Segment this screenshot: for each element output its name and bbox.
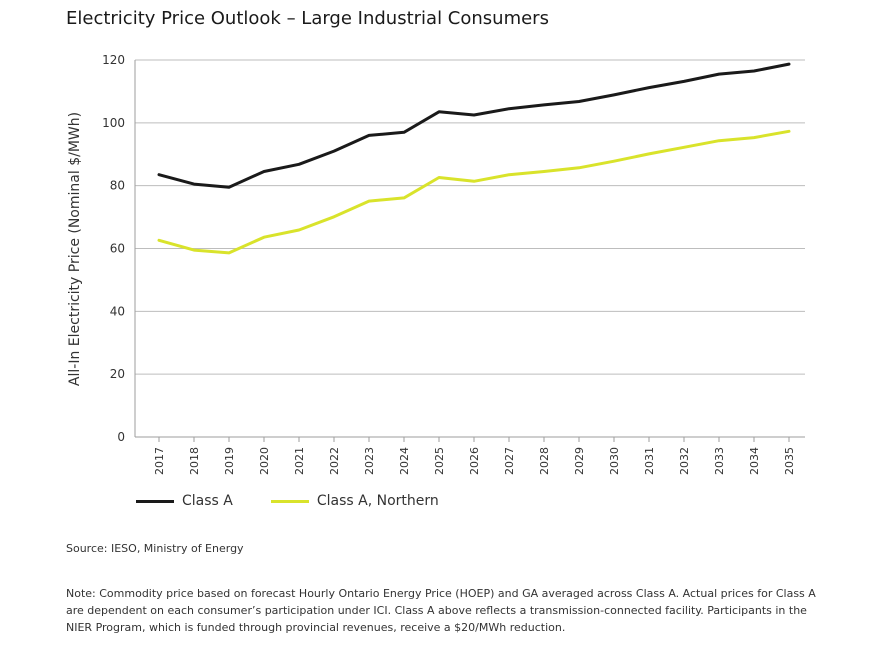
legend-swatch-class-a [136, 499, 174, 503]
legend-label-class-a: Class A [182, 493, 233, 509]
x-tick-label: 2023 [363, 447, 376, 475]
x-tick-label: 2035 [783, 447, 796, 475]
x-tick-label: 2027 [503, 447, 516, 475]
x-tick-label: 2029 [573, 447, 586, 475]
series-line-class-a-northern [157, 129, 791, 255]
y-tick-label: 100 [102, 116, 125, 130]
series-line-class-a [157, 62, 791, 189]
x-tick-label: 2022 [328, 447, 341, 475]
x-tick-label: 2024 [398, 447, 411, 475]
legend-item-class-a: Class A [136, 493, 233, 509]
gridlines [135, 59, 805, 375]
legend-swatch-class-a-northern [270, 499, 309, 503]
y-tick-label: 60 [110, 242, 125, 256]
x-tick-label: 2025 [433, 447, 446, 475]
y-tick-label: 0 [117, 430, 125, 444]
x-tick-labels: 2017 2018 2019 2020 2021 2022 2023 2024 2025 2026… [153, 447, 796, 475]
x-tick-label: 2028 [538, 447, 551, 475]
chart-title: Electricity Price Outlook – Large Indust… [66, 8, 549, 29]
x-tick-label: 2032 [678, 447, 691, 475]
y-tick-label: 80 [110, 179, 125, 193]
x-tick-label: 2020 [258, 447, 271, 475]
x-tick-label: 2030 [608, 447, 621, 475]
x-tick-label: 2019 [223, 447, 236, 475]
source-note: Source: IESO, Ministry of Energy [66, 542, 244, 555]
chart-plot: 0 20 40 60 80 100 120 2017 2018 2019 2020 2021 2022… [67, 53, 805, 475]
y-tick-labels: 0 20 40 60 80 100 120 [102, 53, 125, 444]
y-axis-label: All-In Electricity Price (Nominal $/MWh) [67, 112, 83, 386]
series-lines [157, 62, 791, 255]
x-tick-label: 2034 [748, 447, 761, 475]
legend: Class A Class A, Northern [136, 493, 477, 509]
x-tick-label: 2026 [468, 447, 481, 475]
legend-item-class-a-northern: Class A, Northern [270, 493, 439, 509]
y-tick-label: 40 [110, 304, 125, 318]
x-tick-label: 2021 [293, 447, 306, 475]
x-tick-label: 2033 [713, 447, 726, 475]
x-tick-label: 2031 [643, 447, 656, 475]
x-tick-label: 2018 [188, 447, 201, 475]
x-tick-label: 2017 [153, 447, 166, 475]
legend-label-class-a-northern: Class A, Northern [316, 493, 439, 509]
axes [134, 60, 805, 442]
y-tick-label: 120 [102, 53, 125, 67]
footnote: Note: Commodity price based on forecast … [66, 587, 816, 634]
y-tick-label: 20 [110, 367, 125, 381]
